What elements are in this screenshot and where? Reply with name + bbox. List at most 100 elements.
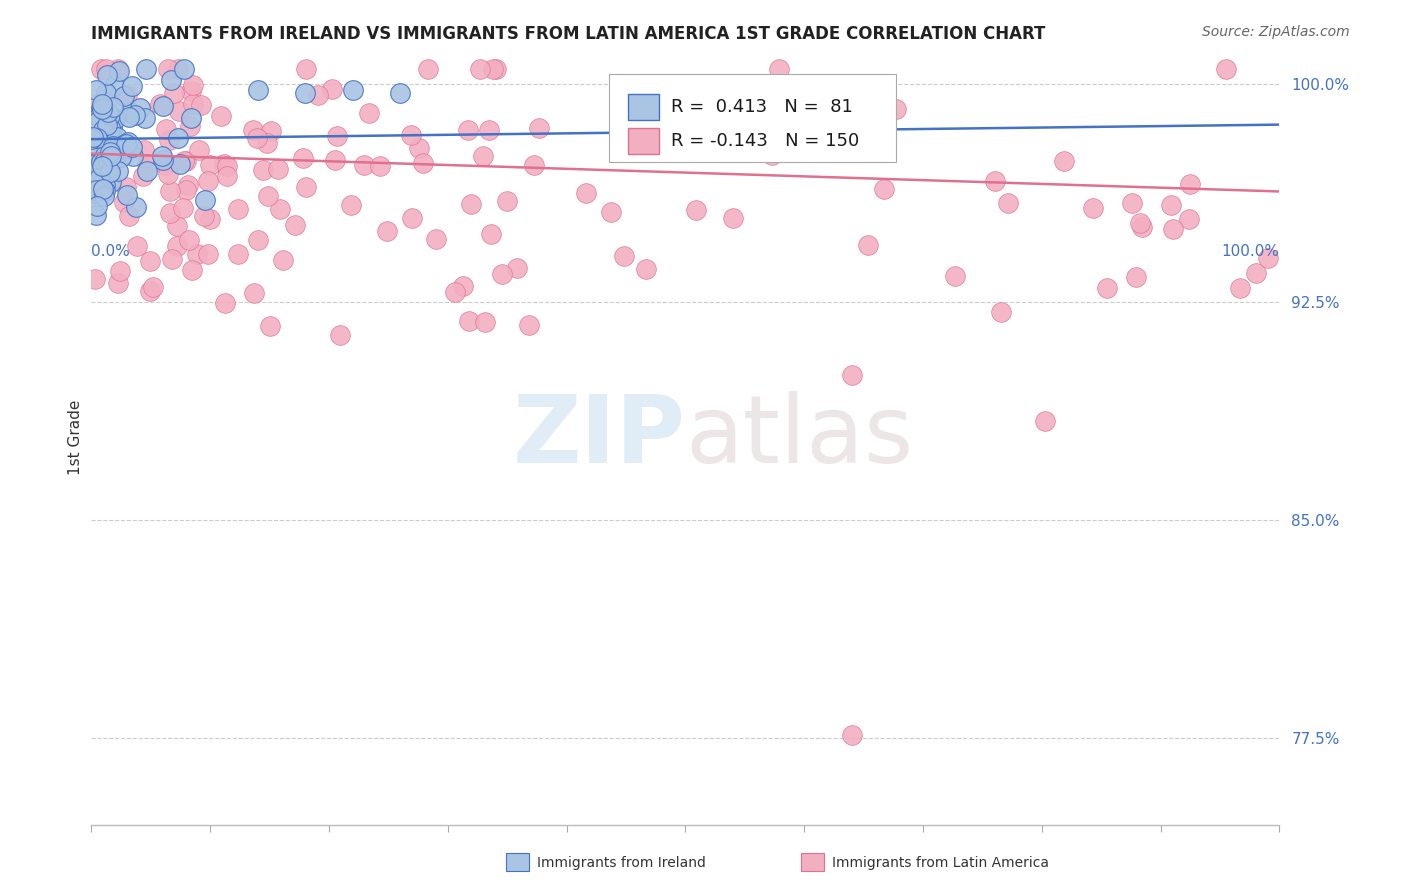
Point: [226, 247, 249, 261]
Point: [94, 86, 117, 100]
Point: [98, 120, 121, 135]
Point: [135, 62, 157, 77]
Point: [1215, 62, 1237, 77]
Point: [90, 136, 112, 151]
Point: [103, 78, 125, 93]
Point: [173, 62, 195, 77]
Point: [115, 179, 138, 194]
Point: [256, 136, 278, 150]
Point: [89, 110, 111, 124]
Point: [187, 143, 209, 157]
Point: [86, 131, 108, 145]
Point: [1125, 270, 1147, 285]
Point: [98, 164, 121, 178]
Point: [1257, 252, 1279, 266]
Point: [132, 144, 155, 158]
Point: [252, 163, 274, 178]
Point: [84, 208, 107, 222]
Point: [193, 209, 215, 223]
Point: [82, 145, 104, 159]
Point: [370, 159, 392, 173]
Point: [125, 200, 148, 214]
Point: [997, 196, 1019, 211]
Point: [181, 263, 204, 277]
Point: [470, 62, 492, 77]
Point: [471, 149, 494, 163]
Point: [97, 156, 120, 170]
Point: [271, 252, 294, 267]
Point: [259, 319, 281, 334]
Point: [91, 182, 114, 196]
Point: [155, 122, 177, 136]
Point: [82, 158, 104, 172]
Point: [721, 211, 744, 225]
Point: [389, 86, 412, 100]
Point: [173, 154, 195, 169]
Text: 100.0%: 100.0%: [1222, 244, 1279, 260]
Point: [124, 108, 146, 122]
Point: [112, 138, 135, 153]
Point: [257, 189, 280, 203]
Point: [1244, 266, 1267, 280]
Point: [134, 112, 156, 126]
Point: [149, 97, 172, 112]
Point: [523, 158, 546, 172]
Point: [108, 263, 131, 277]
Point: [294, 86, 316, 100]
Point: [83, 131, 105, 145]
Point: [408, 141, 430, 155]
Point: [214, 296, 236, 310]
Point: [217, 159, 239, 173]
Point: [105, 130, 128, 145]
Point: [98, 108, 121, 122]
Point: [260, 124, 283, 138]
Point: [482, 62, 505, 77]
Point: [1180, 177, 1202, 191]
Point: [269, 202, 291, 217]
Point: [174, 183, 197, 197]
Point: [181, 97, 204, 112]
Point: [142, 280, 165, 294]
Point: [1033, 414, 1056, 428]
Point: [90, 155, 112, 169]
Text: R = -0.143   N = 150: R = -0.143 N = 150: [671, 132, 859, 150]
Point: [100, 162, 122, 177]
Text: atlas: atlas: [685, 391, 914, 483]
Point: [425, 232, 447, 246]
Point: [599, 205, 621, 219]
Point: [841, 728, 863, 742]
Text: IMMIGRANTS FROM IRELAND VS IMMIGRANTS FROM LATIN AMERICA 1ST GRADE CORRELATION C: IMMIGRANTS FROM IRELAND VS IMMIGRANTS FR…: [91, 25, 1046, 43]
Point: [990, 305, 1012, 319]
Point: [856, 238, 879, 252]
Point: [242, 286, 264, 301]
Text: 0.0%: 0.0%: [91, 244, 131, 260]
Point: [326, 128, 349, 143]
Point: [93, 189, 115, 203]
Point: [194, 193, 217, 207]
Point: [295, 62, 318, 77]
Point: [80, 132, 103, 146]
Point: [97, 104, 120, 119]
Point: [832, 125, 855, 139]
Point: [295, 180, 318, 194]
Point: [96, 106, 118, 120]
Point: [156, 62, 179, 77]
Text: Immigrants from Latin America: Immigrants from Latin America: [832, 856, 1049, 871]
Point: [841, 368, 863, 383]
Point: [748, 140, 770, 154]
Point: [575, 186, 598, 200]
Point: [132, 169, 155, 184]
Point: [101, 112, 124, 127]
Point: [190, 98, 212, 112]
Point: [983, 174, 1005, 188]
Point: [329, 327, 352, 342]
Text: Immigrants from Ireland: Immigrants from Ireland: [537, 856, 706, 871]
Point: [152, 99, 174, 113]
Point: [86, 97, 108, 112]
Point: [613, 249, 636, 263]
Point: [485, 62, 508, 77]
Point: [152, 153, 174, 168]
Point: [96, 118, 118, 132]
Point: [342, 83, 364, 97]
Point: [1053, 154, 1076, 169]
